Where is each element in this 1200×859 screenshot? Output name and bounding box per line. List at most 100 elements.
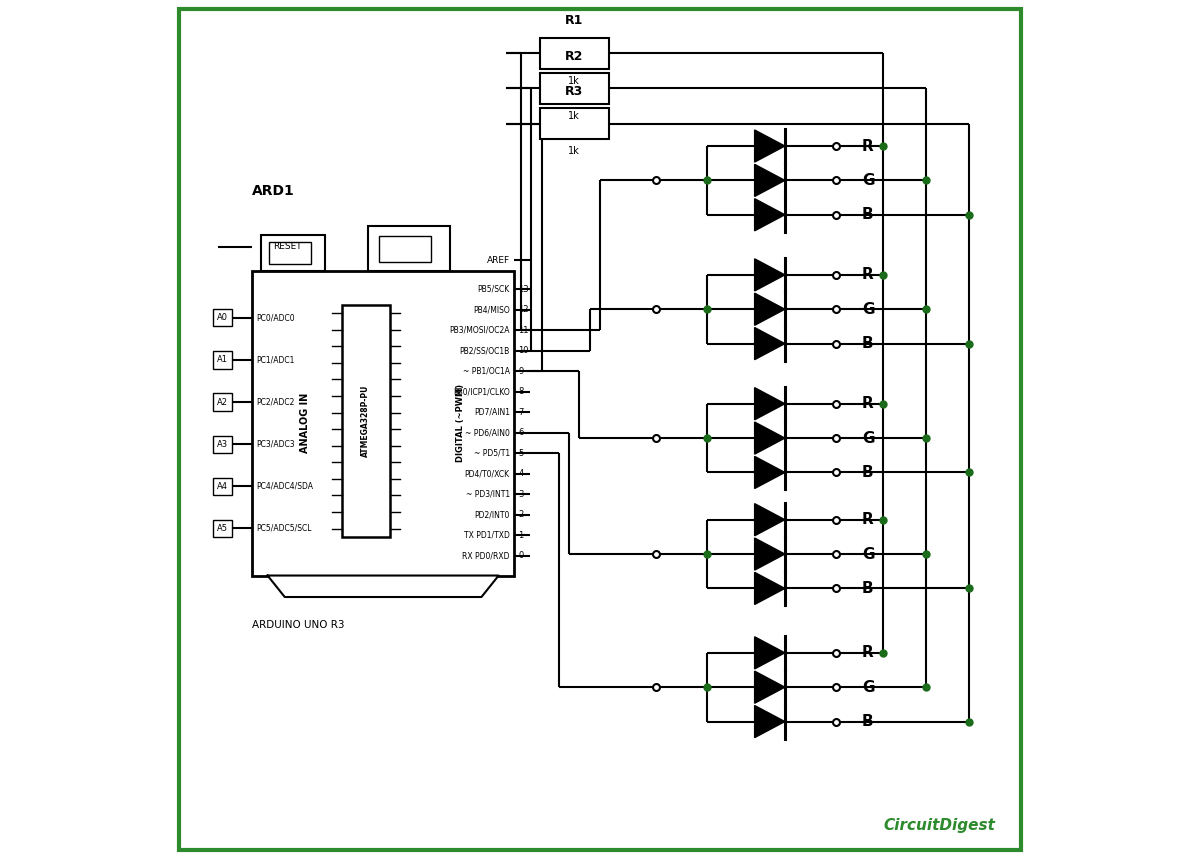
Text: RX PD0/RXD: RX PD0/RXD (462, 551, 510, 560)
Polygon shape (755, 198, 785, 231)
Bar (214, 393, 233, 411)
Polygon shape (755, 705, 785, 738)
Text: A3: A3 (216, 440, 228, 448)
Text: 1k: 1k (569, 146, 580, 156)
Bar (214, 520, 233, 537)
Text: 8: 8 (518, 387, 523, 396)
Text: CircuitDigest: CircuitDigest (883, 819, 995, 833)
Text: 1k: 1k (569, 111, 580, 121)
Text: R1: R1 (565, 15, 583, 27)
Text: B: B (862, 581, 874, 596)
Text: 6: 6 (518, 429, 523, 437)
Bar (379, 236, 431, 262)
Text: 1k: 1k (569, 76, 580, 86)
Text: PB2/SS/OC1B: PB2/SS/OC1B (460, 346, 510, 356)
Text: 3: 3 (518, 490, 523, 499)
Text: ~ PD3/INT1: ~ PD3/INT1 (466, 490, 510, 499)
Text: B: B (862, 207, 874, 222)
Text: 11: 11 (518, 326, 529, 335)
Text: R: R (862, 267, 874, 283)
Text: G: G (862, 173, 875, 188)
Text: 0: 0 (518, 551, 523, 560)
Text: PD7/AIN1: PD7/AIN1 (474, 408, 510, 417)
Text: 9: 9 (518, 367, 523, 376)
Bar (214, 351, 233, 369)
Text: PC1/ADC1: PC1/ADC1 (257, 356, 295, 364)
Polygon shape (755, 422, 785, 454)
Text: PD4/T0/XCK: PD4/T0/XCK (464, 469, 510, 478)
Text: AREF: AREF (487, 256, 510, 265)
Bar (540, 108, 608, 139)
Bar (214, 309, 233, 326)
Text: G: G (862, 546, 875, 562)
Text: DIGITAL (~PWM): DIGITAL (~PWM) (456, 384, 466, 462)
Text: A0: A0 (216, 314, 228, 322)
Text: PB4/MISO: PB4/MISO (473, 306, 510, 314)
Text: A1: A1 (216, 356, 228, 364)
Bar (214, 436, 233, 453)
Text: G: G (862, 430, 875, 446)
Polygon shape (755, 572, 785, 605)
Text: TX PD1/TXD: TX PD1/TXD (464, 531, 510, 539)
Polygon shape (755, 387, 785, 420)
Text: 10: 10 (518, 346, 529, 356)
Text: G: G (862, 302, 875, 317)
Text: PC4/ADC4/SDA: PC4/ADC4/SDA (257, 482, 313, 490)
Text: ARD1: ARD1 (252, 184, 295, 198)
Text: R2: R2 (565, 50, 583, 63)
Polygon shape (755, 327, 785, 360)
Text: 13: 13 (518, 285, 529, 294)
Text: PB5/SCK: PB5/SCK (478, 285, 510, 294)
Text: ANALOG IN: ANALOG IN (300, 393, 311, 454)
Text: A5: A5 (216, 524, 228, 533)
Text: R: R (862, 138, 874, 154)
Text: B: B (862, 714, 874, 729)
Polygon shape (755, 164, 785, 197)
Bar (540, 38, 608, 69)
Bar (214, 478, 233, 495)
Text: PC2/ADC2: PC2/ADC2 (257, 398, 295, 406)
Text: A2: A2 (216, 398, 228, 406)
Text: ATMEGA328P-PU: ATMEGA328P-PU (361, 385, 371, 457)
Polygon shape (755, 456, 785, 489)
Bar (540, 73, 608, 104)
Text: PC5/ADC5/SCL: PC5/ADC5/SCL (257, 524, 312, 533)
Bar (260, 235, 325, 271)
Bar (342, 305, 390, 537)
Text: A4: A4 (216, 482, 228, 490)
Text: R3: R3 (565, 85, 583, 98)
Bar (269, 242, 311, 264)
Text: R: R (862, 512, 874, 527)
Text: PB3/MOSI/OC2A: PB3/MOSI/OC2A (449, 326, 510, 335)
Bar (252, 271, 514, 576)
Text: 2: 2 (518, 510, 523, 520)
Polygon shape (268, 576, 499, 597)
Text: G: G (862, 679, 875, 695)
Bar (368, 226, 450, 271)
Polygon shape (755, 637, 785, 669)
Text: B: B (862, 465, 874, 480)
Text: ~ PD5/T1: ~ PD5/T1 (474, 449, 510, 458)
Text: B: B (862, 336, 874, 351)
Text: ~ PD6/AIN0: ~ PD6/AIN0 (464, 429, 510, 437)
Text: ARDUINO UNO R3: ARDUINO UNO R3 (252, 620, 344, 631)
Text: R: R (862, 645, 874, 661)
Text: 1: 1 (518, 531, 523, 539)
Text: 5: 5 (518, 449, 523, 458)
Polygon shape (755, 538, 785, 570)
Text: PC3/ADC3: PC3/ADC3 (257, 440, 295, 448)
Text: PB0/ICP1/CLKO: PB0/ICP1/CLKO (454, 387, 510, 396)
Text: PC0/ADC0: PC0/ADC0 (257, 314, 295, 322)
Text: PD2/INT0: PD2/INT0 (474, 510, 510, 520)
Polygon shape (755, 130, 785, 162)
Text: 7: 7 (518, 408, 523, 417)
Polygon shape (755, 671, 785, 704)
Polygon shape (755, 503, 785, 536)
Text: 12: 12 (518, 306, 529, 314)
Polygon shape (755, 293, 785, 326)
Text: 4: 4 (518, 469, 523, 478)
Polygon shape (755, 259, 785, 291)
Text: R: R (862, 396, 874, 411)
Text: ~ PB1/OC1A: ~ PB1/OC1A (463, 367, 510, 376)
Text: RESET: RESET (274, 242, 302, 251)
